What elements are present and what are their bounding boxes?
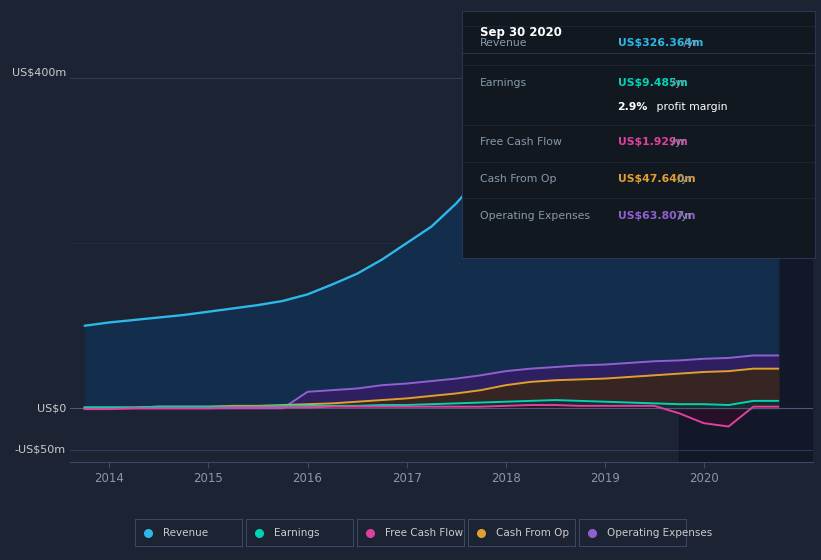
Text: US$1.929m: US$1.929m	[617, 137, 687, 147]
Text: /yr: /yr	[674, 211, 692, 221]
Text: Earnings: Earnings	[274, 528, 319, 538]
Text: /yr: /yr	[674, 174, 692, 184]
Text: US$0: US$0	[37, 403, 66, 413]
Text: US$63.807m: US$63.807m	[617, 211, 695, 221]
Text: -US$50m: -US$50m	[15, 445, 66, 455]
Text: Free Cash Flow: Free Cash Flow	[385, 528, 463, 538]
Text: /yr: /yr	[668, 137, 686, 147]
Bar	[679, 53, 813, 462]
Text: Operating Expenses: Operating Expenses	[479, 211, 589, 221]
Text: /yr: /yr	[680, 38, 698, 48]
Text: US$47.640m: US$47.640m	[617, 174, 695, 184]
Text: Cash From Op: Cash From Op	[496, 528, 569, 538]
Text: Sep 30 2020: Sep 30 2020	[479, 26, 562, 39]
Text: /yr: /yr	[668, 78, 686, 88]
Text: Revenue: Revenue	[163, 528, 209, 538]
Text: profit margin: profit margin	[653, 102, 727, 113]
Text: US$400m: US$400m	[11, 68, 66, 78]
Text: Free Cash Flow: Free Cash Flow	[479, 137, 562, 147]
Text: Operating Expenses: Operating Expenses	[607, 528, 712, 538]
Text: Earnings: Earnings	[479, 78, 527, 88]
Text: Revenue: Revenue	[479, 38, 527, 48]
Text: 2.9%: 2.9%	[617, 102, 648, 113]
Text: US$9.485m: US$9.485m	[617, 78, 687, 88]
Text: Cash From Op: Cash From Op	[479, 174, 557, 184]
Text: US$326.364m: US$326.364m	[617, 38, 703, 48]
